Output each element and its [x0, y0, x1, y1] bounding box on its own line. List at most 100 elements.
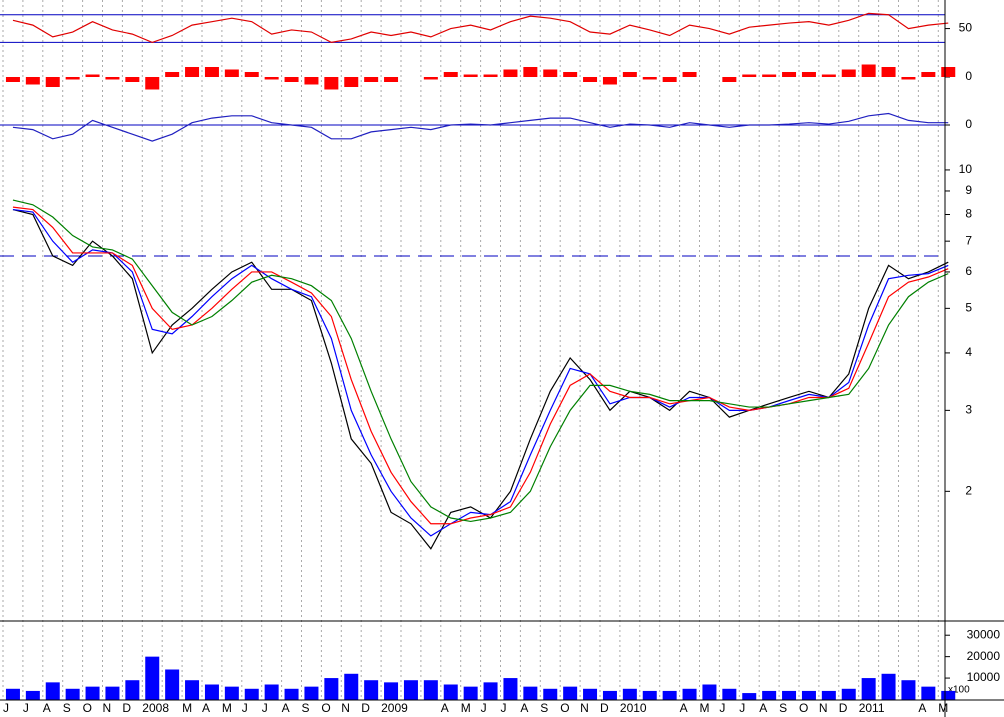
x-tick-label: A — [520, 701, 528, 715]
bar — [224, 69, 239, 77]
bar — [483, 682, 498, 700]
bar — [841, 69, 856, 77]
y-tick-label: 0 — [965, 69, 972, 83]
bar — [423, 680, 438, 700]
bar — [125, 680, 140, 700]
bar — [622, 72, 637, 77]
bar — [105, 686, 120, 700]
x-tick-label: A — [43, 701, 51, 715]
bar — [403, 680, 418, 700]
bar — [224, 686, 239, 700]
y-tick-label: 0 — [965, 117, 972, 131]
x-tick-label: A — [282, 701, 290, 715]
x-tick-label: O — [560, 701, 569, 715]
bar — [85, 74, 100, 77]
bar — [901, 77, 916, 80]
x-tick-label: A — [680, 701, 688, 715]
bar — [821, 74, 836, 77]
bar — [563, 72, 578, 77]
bar — [941, 67, 956, 77]
bar — [304, 77, 319, 85]
bar — [762, 74, 777, 77]
bar — [324, 77, 339, 90]
x-tick-label: D — [839, 701, 848, 715]
bar — [782, 72, 797, 77]
bar — [662, 77, 677, 82]
bar — [841, 688, 856, 700]
y-tick-label: 20000 — [967, 649, 1001, 663]
bar — [45, 682, 60, 700]
x-tick-label: O — [83, 701, 92, 715]
bar — [284, 77, 299, 82]
bar — [344, 77, 359, 87]
x-tick-label: D — [361, 701, 370, 715]
bar — [901, 680, 916, 700]
bar — [881, 673, 896, 700]
x-tick-label: M — [461, 701, 471, 715]
x-tick-label: S — [302, 701, 310, 715]
x-tick-label: J — [242, 701, 248, 715]
bar — [563, 686, 578, 700]
x-tick-label: M — [700, 701, 710, 715]
bar — [583, 688, 598, 700]
bar — [443, 684, 458, 700]
x-tick-label: 2009 — [381, 701, 408, 715]
bar — [523, 67, 538, 77]
bar — [204, 684, 219, 700]
bar — [702, 684, 717, 700]
x-tick-label: A — [202, 701, 210, 715]
bar — [941, 690, 956, 700]
x-tick-label: A — [918, 701, 926, 715]
x-tick-label: M — [222, 701, 232, 715]
x-tick-label: J — [719, 701, 725, 715]
bar — [503, 678, 518, 700]
y-tick-label: 5 — [965, 301, 972, 315]
x-tick-label: A — [441, 701, 449, 715]
bar — [682, 72, 697, 77]
x-tick-label: O — [321, 701, 330, 715]
bar — [881, 67, 896, 77]
y-tick-label: 8 — [965, 207, 972, 221]
bar — [602, 690, 617, 700]
bar — [25, 77, 40, 85]
x-tick-label: D — [122, 701, 131, 715]
x-tick-label: 2008 — [142, 701, 169, 715]
x-tick-label: A — [759, 701, 767, 715]
x-tick-label: O — [799, 701, 808, 715]
bar — [204, 67, 219, 77]
series-line — [12, 208, 949, 550]
bar — [244, 72, 259, 77]
bar — [782, 690, 797, 700]
bar — [364, 77, 379, 82]
bar — [921, 686, 936, 700]
bar — [45, 77, 60, 87]
y-tick-label: 30000 — [967, 627, 1001, 641]
x-tick-label: S — [540, 701, 548, 715]
bar — [742, 693, 757, 700]
bar — [145, 656, 160, 700]
bar — [65, 688, 80, 700]
bar — [344, 673, 359, 700]
bar — [284, 688, 299, 700]
y-tick-label: 10000 — [967, 670, 1001, 684]
bar — [5, 688, 20, 700]
x-tick-label: N — [103, 701, 112, 715]
y-tick-label: 6 — [965, 264, 972, 278]
bar — [5, 77, 20, 82]
bar — [483, 74, 498, 77]
bar — [105, 77, 120, 80]
bar — [762, 690, 777, 700]
bar — [125, 77, 140, 82]
y-unit-label: x100 — [948, 685, 970, 696]
bar — [384, 682, 399, 700]
bar — [662, 690, 677, 700]
bar — [244, 688, 259, 700]
bar — [543, 688, 558, 700]
bar — [642, 77, 657, 80]
y-tick-label: 50 — [959, 21, 973, 35]
bar — [821, 690, 836, 700]
bar — [583, 77, 598, 82]
x-tick-label: N — [341, 701, 350, 715]
x-tick-label: J — [262, 701, 268, 715]
bar — [443, 72, 458, 77]
